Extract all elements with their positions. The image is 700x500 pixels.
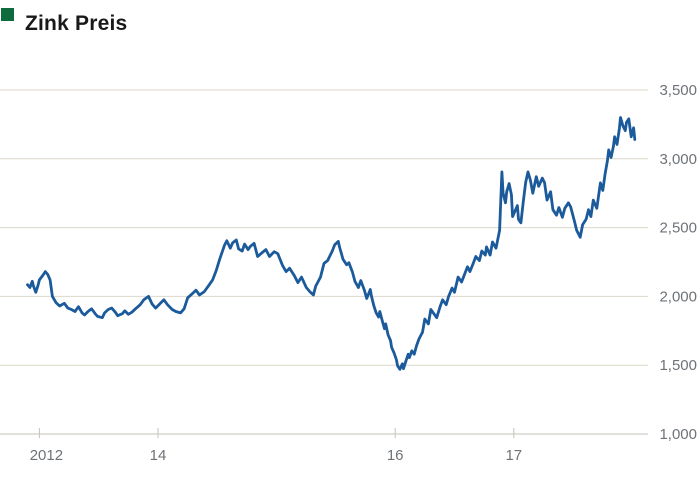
- y-axis-label: 3,500: [659, 82, 697, 99]
- x-axis-label: 16: [387, 447, 404, 464]
- x-axis-label: 2012: [30, 447, 63, 464]
- y-axis-label: 1,500: [659, 357, 697, 374]
- page-title: Zink Preis: [25, 12, 128, 35]
- brand-logo-icon: [1, 8, 14, 21]
- x-axis-label: 17: [505, 447, 522, 464]
- y-axis-label: 2,000: [659, 288, 697, 305]
- y-axis-label: 2,500: [659, 220, 697, 237]
- y-axis-label: 1,000: [659, 426, 697, 443]
- y-axis-label: 3,000: [659, 151, 697, 168]
- x-axis-label: 14: [150, 447, 167, 464]
- price-line: [26, 116, 637, 371]
- chart-header: Zink Preis: [0, 0, 700, 48]
